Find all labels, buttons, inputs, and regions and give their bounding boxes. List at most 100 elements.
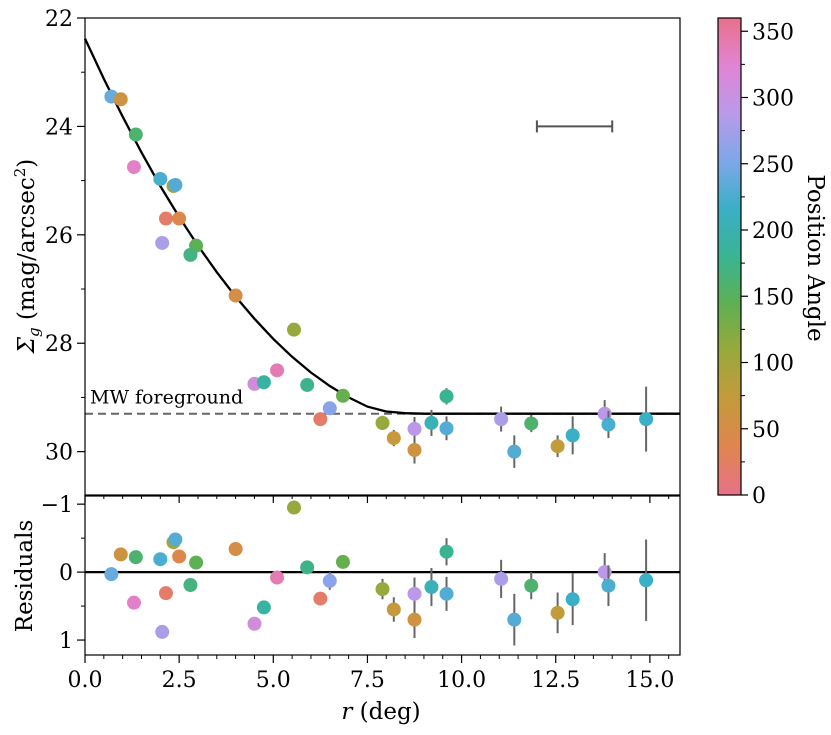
data-point xyxy=(287,500,302,515)
data-point xyxy=(183,578,198,593)
data-point xyxy=(524,416,539,431)
colorbar-tick-label: 0 xyxy=(752,484,766,509)
data-point xyxy=(155,624,170,639)
data-point xyxy=(183,247,198,262)
data-point xyxy=(113,547,128,562)
data-point xyxy=(256,600,271,615)
colorbar-tick-label: 100 xyxy=(752,352,794,377)
data-point xyxy=(601,578,616,593)
data-point xyxy=(386,431,401,446)
data-point xyxy=(270,570,285,585)
data-point xyxy=(300,560,315,575)
data-point xyxy=(113,92,128,107)
data-point xyxy=(494,571,509,586)
data-point xyxy=(158,586,173,601)
data-point xyxy=(335,554,350,569)
data-point xyxy=(155,235,170,250)
data-point xyxy=(375,582,390,597)
top-panel: MW foreground 22 24 26 28 30 Σg (mag/arcsec2… xyxy=(11,7,681,496)
colorbar-tick-label: 250 xyxy=(752,153,794,178)
data-point xyxy=(128,127,143,142)
data-point xyxy=(153,171,168,186)
bottom-panel: −1 0 1 Residuals xyxy=(12,493,681,656)
data-point xyxy=(601,417,616,432)
top-y-axis-ticks: 22 24 26 28 30 xyxy=(45,7,85,466)
top-data-points xyxy=(104,89,654,468)
bottom-y-axis-ticks: −1 0 1 xyxy=(41,493,85,654)
data-point xyxy=(168,532,183,547)
y-tick-label: 0 xyxy=(59,561,73,586)
x-tick-label: 2.5 xyxy=(162,668,197,693)
data-point xyxy=(172,549,187,564)
data-point xyxy=(386,602,401,617)
colorbar-tick-label: 350 xyxy=(752,20,794,45)
data-point xyxy=(407,443,422,458)
x-axis-label: r (deg) xyxy=(341,699,420,725)
data-point xyxy=(128,550,143,565)
data-point xyxy=(639,412,654,427)
data-point xyxy=(189,555,204,570)
data-point xyxy=(228,288,243,303)
data-point xyxy=(550,605,565,620)
data-point xyxy=(507,444,522,459)
x-tick-label: 7.5 xyxy=(350,668,385,693)
data-point xyxy=(126,160,141,175)
colorbar-gradient xyxy=(717,17,742,496)
data-point xyxy=(439,544,454,559)
colorbar: 0 50 100 150 200 250 300 350 Position Angle xyxy=(717,17,828,509)
data-point xyxy=(126,595,141,610)
y-tick-label: 28 xyxy=(45,332,73,357)
x-tick-label: 10.0 xyxy=(437,668,486,693)
y-tick-label: 24 xyxy=(45,115,73,140)
x-tick-label: 0.0 xyxy=(68,668,103,693)
data-point xyxy=(375,415,390,430)
top-panel-frame xyxy=(84,17,681,496)
data-point xyxy=(494,412,509,427)
data-point xyxy=(439,421,454,436)
data-point xyxy=(407,421,422,436)
data-point xyxy=(168,177,183,192)
colorbar-ticks: 0 50 100 150 200 250 300 350 xyxy=(741,20,794,509)
bottom-panel-frame xyxy=(84,495,681,656)
colorbar-tick-label: 300 xyxy=(752,87,794,112)
data-point xyxy=(597,565,612,580)
data-point xyxy=(313,591,328,606)
data-point xyxy=(287,322,302,337)
data-point xyxy=(158,211,173,226)
data-point xyxy=(565,428,580,443)
y-tick-label: 26 xyxy=(45,224,73,249)
colorbar-label: Position Angle xyxy=(802,174,828,341)
data-point xyxy=(300,377,315,392)
data-point xyxy=(228,542,243,556)
mw-foreground-label: MW foreground xyxy=(90,387,243,409)
data-point xyxy=(407,612,422,627)
data-point xyxy=(104,567,119,582)
data-point xyxy=(550,439,565,454)
model-curve xyxy=(83,38,680,415)
data-point xyxy=(313,412,328,427)
bottom-y-axis-label: Residuals xyxy=(12,520,38,633)
data-point xyxy=(407,586,422,601)
data-point xyxy=(524,578,539,593)
data-point xyxy=(439,586,454,601)
data-point xyxy=(256,375,271,390)
colorbar-tick-label: 150 xyxy=(752,285,794,310)
data-point xyxy=(335,388,350,403)
colorbar-tick-label: 50 xyxy=(752,418,780,443)
data-point xyxy=(424,415,439,430)
data-point xyxy=(322,573,337,588)
x-tick-label: 5.0 xyxy=(256,668,291,693)
y-tick-label: 22 xyxy=(45,7,73,32)
data-point xyxy=(639,573,654,588)
x-axis-ticks: 0.0 2.5 5.0 7.5 10.0 12.5 15.0 xyxy=(68,495,674,693)
y-tick-label: −1 xyxy=(41,493,73,518)
data-point xyxy=(565,592,580,607)
data-point xyxy=(270,363,285,378)
data-point xyxy=(247,616,262,631)
data-point xyxy=(172,211,187,226)
top-y-axis-label: Σg (mag/arcsec2) xyxy=(11,159,43,355)
data-point xyxy=(153,552,168,567)
data-point xyxy=(439,389,454,404)
x-tick-label: 15.0 xyxy=(625,668,674,693)
data-point xyxy=(322,401,337,416)
